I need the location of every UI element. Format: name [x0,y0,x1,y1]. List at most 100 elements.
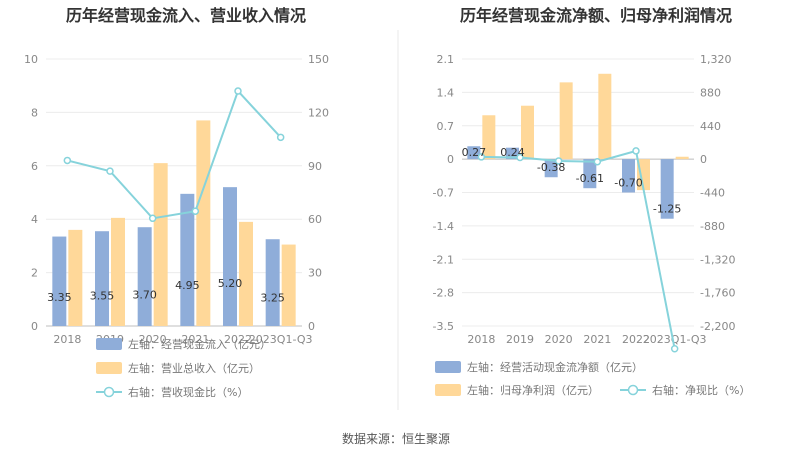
y-tick-left: -0.7 [433,187,454,200]
y-tick-left: 10 [24,53,38,66]
data-label: 4.95 [175,279,200,292]
data-label: 3.55 [90,289,115,302]
line-point [477,153,486,161]
chart-inflow-revenue: 历年经营现金流入、营业收入情况 0 2 4 6 8 10 0 30 60 90 120 150 2018… [24,6,329,399]
bar-series-1 [95,231,109,326]
y-tick-right: -1,320 [700,253,735,266]
data-label: 3.25 [260,292,285,305]
data-label: 5.20 [218,277,243,290]
chart-title: 历年经营现金流净额、归母净利润情况 [460,6,732,25]
bar-series-2 [521,105,534,160]
bar-series-1 [52,236,67,326]
line-point [276,133,285,142]
line-point [148,214,157,223]
data-label: -0.61 [576,172,604,185]
x-tick: 2018 [53,333,81,346]
x-tick: 2021 [181,333,209,346]
y-tick-right: 0 [700,153,707,166]
line-point [63,156,72,165]
y-tick-left: -2.8 [433,287,454,300]
bar-series-1 [223,187,237,326]
y-tick-right: -1,760 [700,287,735,300]
line-point [234,87,242,95]
y-tick-left: 6 [31,160,38,173]
bar-series-2 [281,244,296,326]
legend-swatch-marker [627,384,639,396]
data-source: 数据来源：恒生聚源 [342,431,450,446]
legend-swatch [435,361,461,373]
legend-swatch-marker [103,386,115,398]
bar-series-2 [153,163,168,326]
bar-series-1 [265,239,280,326]
y-tick-right: 30 [308,267,322,280]
legend-label: 右轴：净现比（%） [652,383,750,397]
bar-series-1 [583,159,597,189]
bar-series-2 [675,156,689,160]
y-tick-left: -1.4 [433,220,454,233]
legend-swatch [435,384,461,396]
x-tick: 2022 [622,333,650,346]
bar-series-2 [239,221,253,326]
y-tick-left: 0 [31,320,38,333]
y-tick-right: 1,320 [700,53,732,66]
bar-series-2 [196,120,211,326]
line-point [670,345,679,353]
bar-series-2 [482,115,496,160]
chart-netflow-profit: 历年经营现金流净额、归母净利润情况 2.1 1.4 0.7 0 -0.7 -1.4 -2.1… [433,6,751,397]
y-tick-left: -2.1 [433,253,454,266]
y-tick-left: 0 [447,153,454,166]
bar-series-2 [598,73,612,160]
line-point [554,157,563,165]
bar-series-1 [544,159,558,178]
line-point [516,153,524,162]
bar-series-1 [506,147,519,160]
y-tick-left: 1.4 [437,86,455,99]
line-point [593,157,602,166]
bar-series-2 [68,229,83,326]
y-tick-right: 150 [308,53,329,66]
y-tick-right: -440 [700,187,725,200]
line-point [191,207,200,215]
legend-swatch [96,338,122,350]
data-label: -1.25 [653,203,681,216]
bar-series-1 [622,159,635,193]
data-label: 0.27 [462,146,487,159]
legend-swatch [96,362,122,374]
data-label: -0.38 [537,161,565,174]
bar-series-1 [180,193,195,326]
chart-title: 历年经营现金流入、营业收入情况 [66,6,306,25]
y-tick-left: -3.5 [433,320,454,333]
x-tick: 2020 [139,333,167,346]
x-tick: 2019 [506,333,534,346]
bar-series-1 [467,146,481,160]
legend-label: 左轴：经营现金流入（亿元） [128,337,271,351]
line-series-3 [67,89,282,220]
x-tick: 2022 [224,333,252,346]
bar-series-2 [637,159,650,191]
bar-series-2 [111,217,125,326]
y-tick-left: 2.1 [437,53,455,66]
y-tick-left: 8 [31,106,38,119]
bar-series-1 [660,159,674,219]
y-tick-right: 440 [700,120,721,133]
y-tick-right: 120 [308,106,329,119]
y-tick-right: -880 [700,220,725,233]
bar-series-1 [137,227,152,326]
y-tick-right: 0 [308,320,315,333]
line-point [106,167,114,175]
y-tick-left: 4 [31,213,38,226]
y-tick-right: 60 [308,213,322,226]
x-tick: 2023Q1-Q3 [643,333,707,346]
legend-label: 左轴：归母净利润（亿元） [467,383,599,397]
data-label: 0.24 [500,146,525,159]
bar-series-2 [559,82,573,160]
y-tick-right: 90 [308,160,322,173]
x-tick: 2021 [583,333,611,346]
data-label: 3.35 [47,291,72,304]
y-tick-right: -2,200 [700,320,735,333]
line-series-3 [481,149,676,349]
x-tick: 2020 [545,333,573,346]
line-point [632,147,640,155]
x-tick: 2023Q1-Q3 [249,333,313,346]
